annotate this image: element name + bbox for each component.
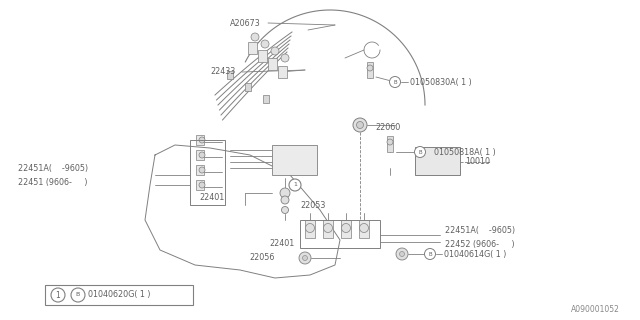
- Circle shape: [261, 40, 269, 48]
- Bar: [278, 66, 287, 78]
- Text: 01050818A( 1 ): 01050818A( 1 ): [434, 148, 496, 156]
- Bar: [415, 147, 460, 175]
- Bar: [196, 150, 204, 160]
- Circle shape: [280, 188, 290, 198]
- Text: 22401: 22401: [269, 238, 295, 247]
- Circle shape: [424, 249, 435, 260]
- Circle shape: [251, 33, 259, 41]
- Bar: [196, 180, 204, 190]
- Circle shape: [360, 223, 369, 233]
- Circle shape: [390, 76, 401, 87]
- Text: 22451A(    -9605): 22451A( -9605): [445, 226, 515, 235]
- Circle shape: [356, 122, 364, 129]
- Text: 01050830A( 1 ): 01050830A( 1 ): [410, 77, 472, 86]
- Circle shape: [353, 118, 367, 132]
- Circle shape: [367, 65, 373, 71]
- Circle shape: [299, 252, 311, 264]
- Text: 22060: 22060: [375, 124, 400, 132]
- Text: 01040614G( 1 ): 01040614G( 1 ): [444, 250, 506, 259]
- Text: B: B: [418, 149, 422, 155]
- Bar: [190, 140, 225, 205]
- Circle shape: [387, 139, 393, 145]
- Bar: [227, 71, 233, 79]
- Circle shape: [271, 47, 279, 55]
- Bar: [268, 58, 277, 70]
- Text: A090001052: A090001052: [571, 306, 620, 315]
- Bar: [196, 165, 204, 175]
- Bar: [248, 42, 257, 54]
- Bar: [258, 50, 267, 62]
- Text: A20673: A20673: [230, 19, 260, 28]
- Circle shape: [199, 182, 205, 188]
- Text: B: B: [428, 252, 432, 257]
- Circle shape: [396, 248, 408, 260]
- Circle shape: [305, 223, 314, 233]
- Circle shape: [415, 147, 426, 157]
- Bar: [45, 285, 193, 305]
- Text: 10010: 10010: [465, 157, 490, 166]
- Circle shape: [199, 152, 205, 158]
- Text: 1: 1: [293, 182, 297, 188]
- Text: 01040620G( 1 ): 01040620G( 1 ): [88, 291, 150, 300]
- Bar: [305, 220, 315, 238]
- Text: 22053: 22053: [300, 201, 325, 210]
- Circle shape: [282, 206, 289, 213]
- Text: B: B: [393, 79, 397, 84]
- Circle shape: [281, 196, 289, 204]
- Circle shape: [199, 167, 205, 173]
- Bar: [367, 62, 373, 78]
- Bar: [359, 220, 369, 238]
- Circle shape: [399, 252, 404, 257]
- Circle shape: [51, 288, 65, 302]
- Circle shape: [281, 54, 289, 62]
- Circle shape: [289, 179, 301, 191]
- Text: 22451 (9606-     ): 22451 (9606- ): [18, 178, 88, 187]
- Text: 22056: 22056: [250, 253, 275, 262]
- Circle shape: [323, 223, 333, 233]
- Bar: [196, 135, 204, 145]
- Circle shape: [199, 137, 205, 143]
- Text: 22433: 22433: [210, 68, 236, 76]
- Text: 22451A(    -9605): 22451A( -9605): [18, 164, 88, 172]
- Text: 1: 1: [56, 291, 60, 300]
- Bar: [263, 95, 269, 103]
- Bar: [300, 220, 380, 248]
- Text: B: B: [76, 292, 80, 298]
- Bar: [387, 136, 393, 152]
- Circle shape: [342, 223, 351, 233]
- Circle shape: [303, 255, 307, 260]
- Text: 22401: 22401: [200, 194, 225, 203]
- Bar: [272, 145, 317, 175]
- Bar: [245, 83, 251, 91]
- Circle shape: [71, 288, 85, 302]
- Bar: [341, 220, 351, 238]
- Bar: [323, 220, 333, 238]
- Text: 22452 (9606-     ): 22452 (9606- ): [445, 239, 515, 249]
